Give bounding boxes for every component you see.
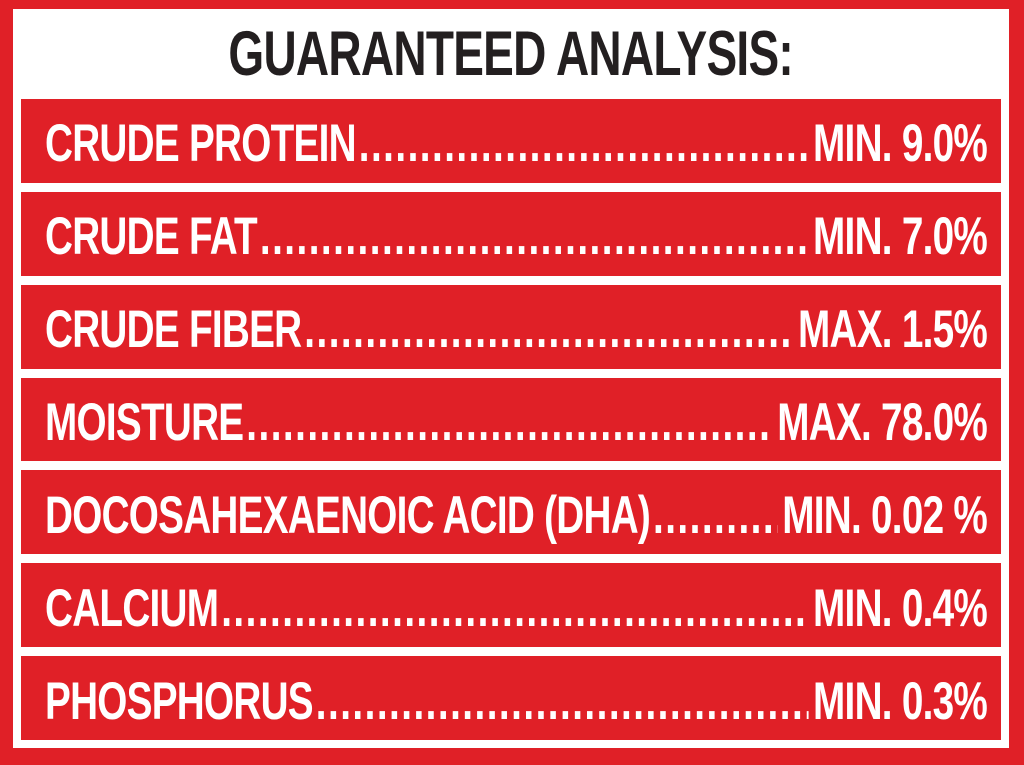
- analysis-row-crude-fat: CRUDE FAT MIN. 7.0%: [21, 191, 1001, 276]
- leader-dots: [304, 303, 793, 356]
- row-label: CRUDE PROTEIN: [45, 114, 357, 174]
- row-content: CRUDE FAT MIN. 7.0%: [45, 207, 988, 267]
- row-label: CRUDE FIBER: [45, 300, 302, 360]
- leader-dots: [221, 582, 808, 635]
- analysis-row-moisture: MOISTURE MAX. 78.0%: [21, 377, 1001, 462]
- leader-dots: [653, 489, 778, 542]
- row-value: MAX. 1.5%: [797, 300, 988, 360]
- analysis-row-phosphorus: PHOSPHORUS MIN. 0.3%: [21, 656, 1001, 741]
- row-label: CALCIUM: [45, 578, 219, 638]
- panel-header: GUARANTEED ANALYSIS:: [13, 9, 1009, 99]
- guaranteed-analysis-panel: GUARANTEED ANALYSIS: CRUDE PROTEIN MIN. …: [13, 9, 1009, 748]
- leader-dots: [316, 675, 809, 728]
- row-label: PHOSPHORUS: [45, 671, 314, 731]
- analysis-row-dha: DOCOSAHEXAENOIC ACID (DHA) MIN. 0.02 %: [21, 470, 1001, 555]
- panel-title: GUARANTEED ANALYSIS:: [228, 18, 794, 89]
- row-content: CRUDE PROTEIN MIN. 9.0%: [45, 114, 988, 174]
- row-value: MIN. 7.0%: [813, 207, 988, 267]
- leader-dots: [246, 396, 773, 449]
- row-content: CALCIUM MIN. 0.4%: [45, 578, 988, 638]
- row-value: MIN. 9.0%: [813, 114, 988, 174]
- analysis-row-calcium: CALCIUM MIN. 0.4%: [21, 563, 1001, 648]
- row-label: MOISTURE: [45, 393, 244, 452]
- row-content: CRUDE FIBER MAX. 1.5%: [45, 300, 988, 360]
- analysis-row-crude-protein: CRUDE PROTEIN MIN. 9.0%: [21, 99, 1001, 183]
- row-label: DOCOSAHEXAENOIC ACID (DHA): [45, 485, 651, 545]
- row-content: MOISTURE MAX. 78.0%: [45, 393, 988, 452]
- leader-dots: [260, 210, 809, 263]
- row-content: PHOSPHORUS MIN. 0.3%: [45, 671, 988, 731]
- row-value: MIN. 0.4%: [813, 578, 988, 638]
- row-value: MIN. 0.3%: [813, 671, 988, 731]
- row-label: CRUDE FAT: [45, 207, 258, 267]
- row-value: MIN. 0.02 %: [782, 485, 988, 545]
- analysis-rows: CRUDE PROTEIN MIN. 9.0% CRUDE FAT MIN. 7…: [21, 99, 1001, 741]
- row-value: MAX. 78.0%: [777, 393, 988, 452]
- analysis-row-crude-fiber: CRUDE FIBER MAX. 1.5%: [21, 284, 1001, 369]
- leader-dots: [359, 117, 809, 170]
- row-content: DOCOSAHEXAENOIC ACID (DHA) MIN. 0.02 %: [45, 485, 988, 545]
